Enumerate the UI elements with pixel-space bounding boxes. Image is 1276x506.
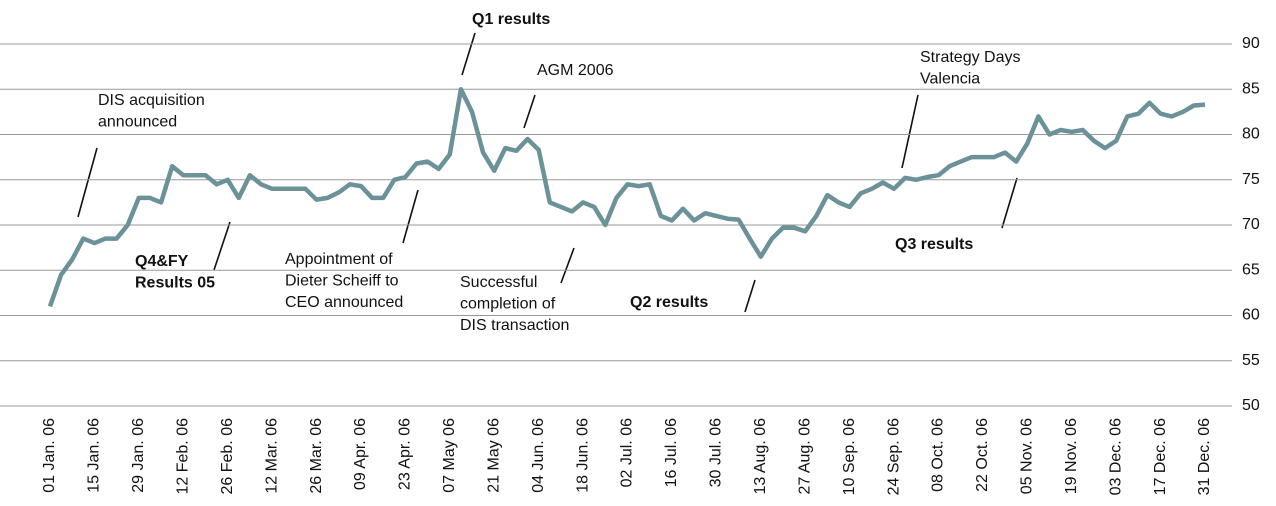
y-tick-label: 70	[1242, 216, 1260, 233]
y-tick-label: 90	[1242, 35, 1260, 52]
x-tick-label: 04 Jun. 06	[530, 418, 547, 493]
annotation: Valencia	[920, 71, 980, 88]
x-tick-label: 17 Dec. 06	[1152, 418, 1169, 495]
annotation: Q2 results	[630, 294, 708, 311]
leader-line	[901, 94, 919, 169]
annotation: Q4&FY	[135, 253, 189, 270]
annotation: AGM 2006	[537, 62, 614, 79]
x-tick-label: 24 Sep. 06	[885, 418, 902, 496]
x-tick-label: 30 Jul. 06	[708, 418, 725, 487]
y-tick-label: 55	[1242, 352, 1260, 369]
annotation: DIS acquisition	[98, 92, 205, 109]
annotation: Results 05	[135, 275, 215, 292]
x-tick-label: 13 Aug. 06	[752, 418, 769, 495]
y-tick-label: 80	[1242, 126, 1260, 143]
y-tick-label: 50	[1242, 397, 1260, 414]
x-tick-label: 01 Jan. 06	[41, 418, 58, 493]
leader-line	[560, 247, 575, 284]
annotation: CEO announced	[285, 294, 403, 311]
y-tick-label: 75	[1242, 171, 1260, 188]
leader-line	[461, 32, 476, 76]
x-tick-label: 08 Oct. 06	[930, 418, 947, 492]
x-tick-label: 19 Nov. 06	[1063, 418, 1080, 494]
x-tick-label: 15 Jan. 06	[86, 418, 103, 493]
x-tick-label: 26 Feb. 06	[219, 418, 236, 495]
x-tick-label: 12 Mar. 06	[263, 418, 280, 494]
x-tick-label: 22 Oct. 06	[974, 418, 991, 492]
x-tick-label: 26 Mar. 06	[308, 418, 325, 494]
x-tick-label: 07 May 06	[441, 418, 458, 493]
annotation: Q1 results	[472, 11, 550, 28]
x-tick-label: 10 Sep. 06	[841, 418, 858, 496]
x-tick-label: 09 Apr. 06	[352, 418, 369, 490]
x-tick-label: 31 Dec. 06	[1196, 418, 1213, 495]
annotation: Successful	[460, 274, 537, 291]
x-tick-label: 03 Dec. 06	[1107, 418, 1124, 495]
x-tick-label: 21 May 06	[485, 418, 502, 493]
x-tick-label: 29 Jan. 06	[130, 418, 147, 493]
annotation: Dieter Scheiff to	[285, 273, 399, 290]
leader-line	[1001, 177, 1018, 229]
y-tick-label: 60	[1242, 307, 1260, 324]
annotation: announced	[98, 114, 177, 131]
x-tick-label: 16 Jul. 06	[663, 418, 680, 487]
leader-line	[402, 189, 419, 244]
annotation: Appointment of	[285, 251, 393, 268]
annotation: DIS transaction	[460, 317, 569, 334]
leader-line	[523, 94, 536, 129]
x-tick-label: 05 Nov. 06	[1019, 418, 1036, 494]
leader-lines	[77, 32, 1018, 313]
y-tick-label: 85	[1242, 80, 1260, 97]
annotation: Strategy Days	[920, 49, 1020, 66]
annotation: completion of	[460, 296, 556, 313]
x-tick-label: 27 Aug. 06	[796, 418, 813, 495]
x-tick-label: 02 Jul. 06	[619, 418, 636, 487]
y-tick-label: 65	[1242, 261, 1260, 278]
leader-line	[744, 279, 756, 313]
x-tick-label: 23 Apr. 06	[397, 418, 414, 490]
annotation: Q3 results	[895, 236, 973, 253]
price-line	[47, 87, 1206, 308]
leader-line	[213, 221, 231, 271]
x-tick-label: 12 Feb. 06	[174, 418, 191, 495]
x-tick-label: 18 Jun. 06	[574, 418, 591, 493]
leader-line	[77, 147, 98, 218]
